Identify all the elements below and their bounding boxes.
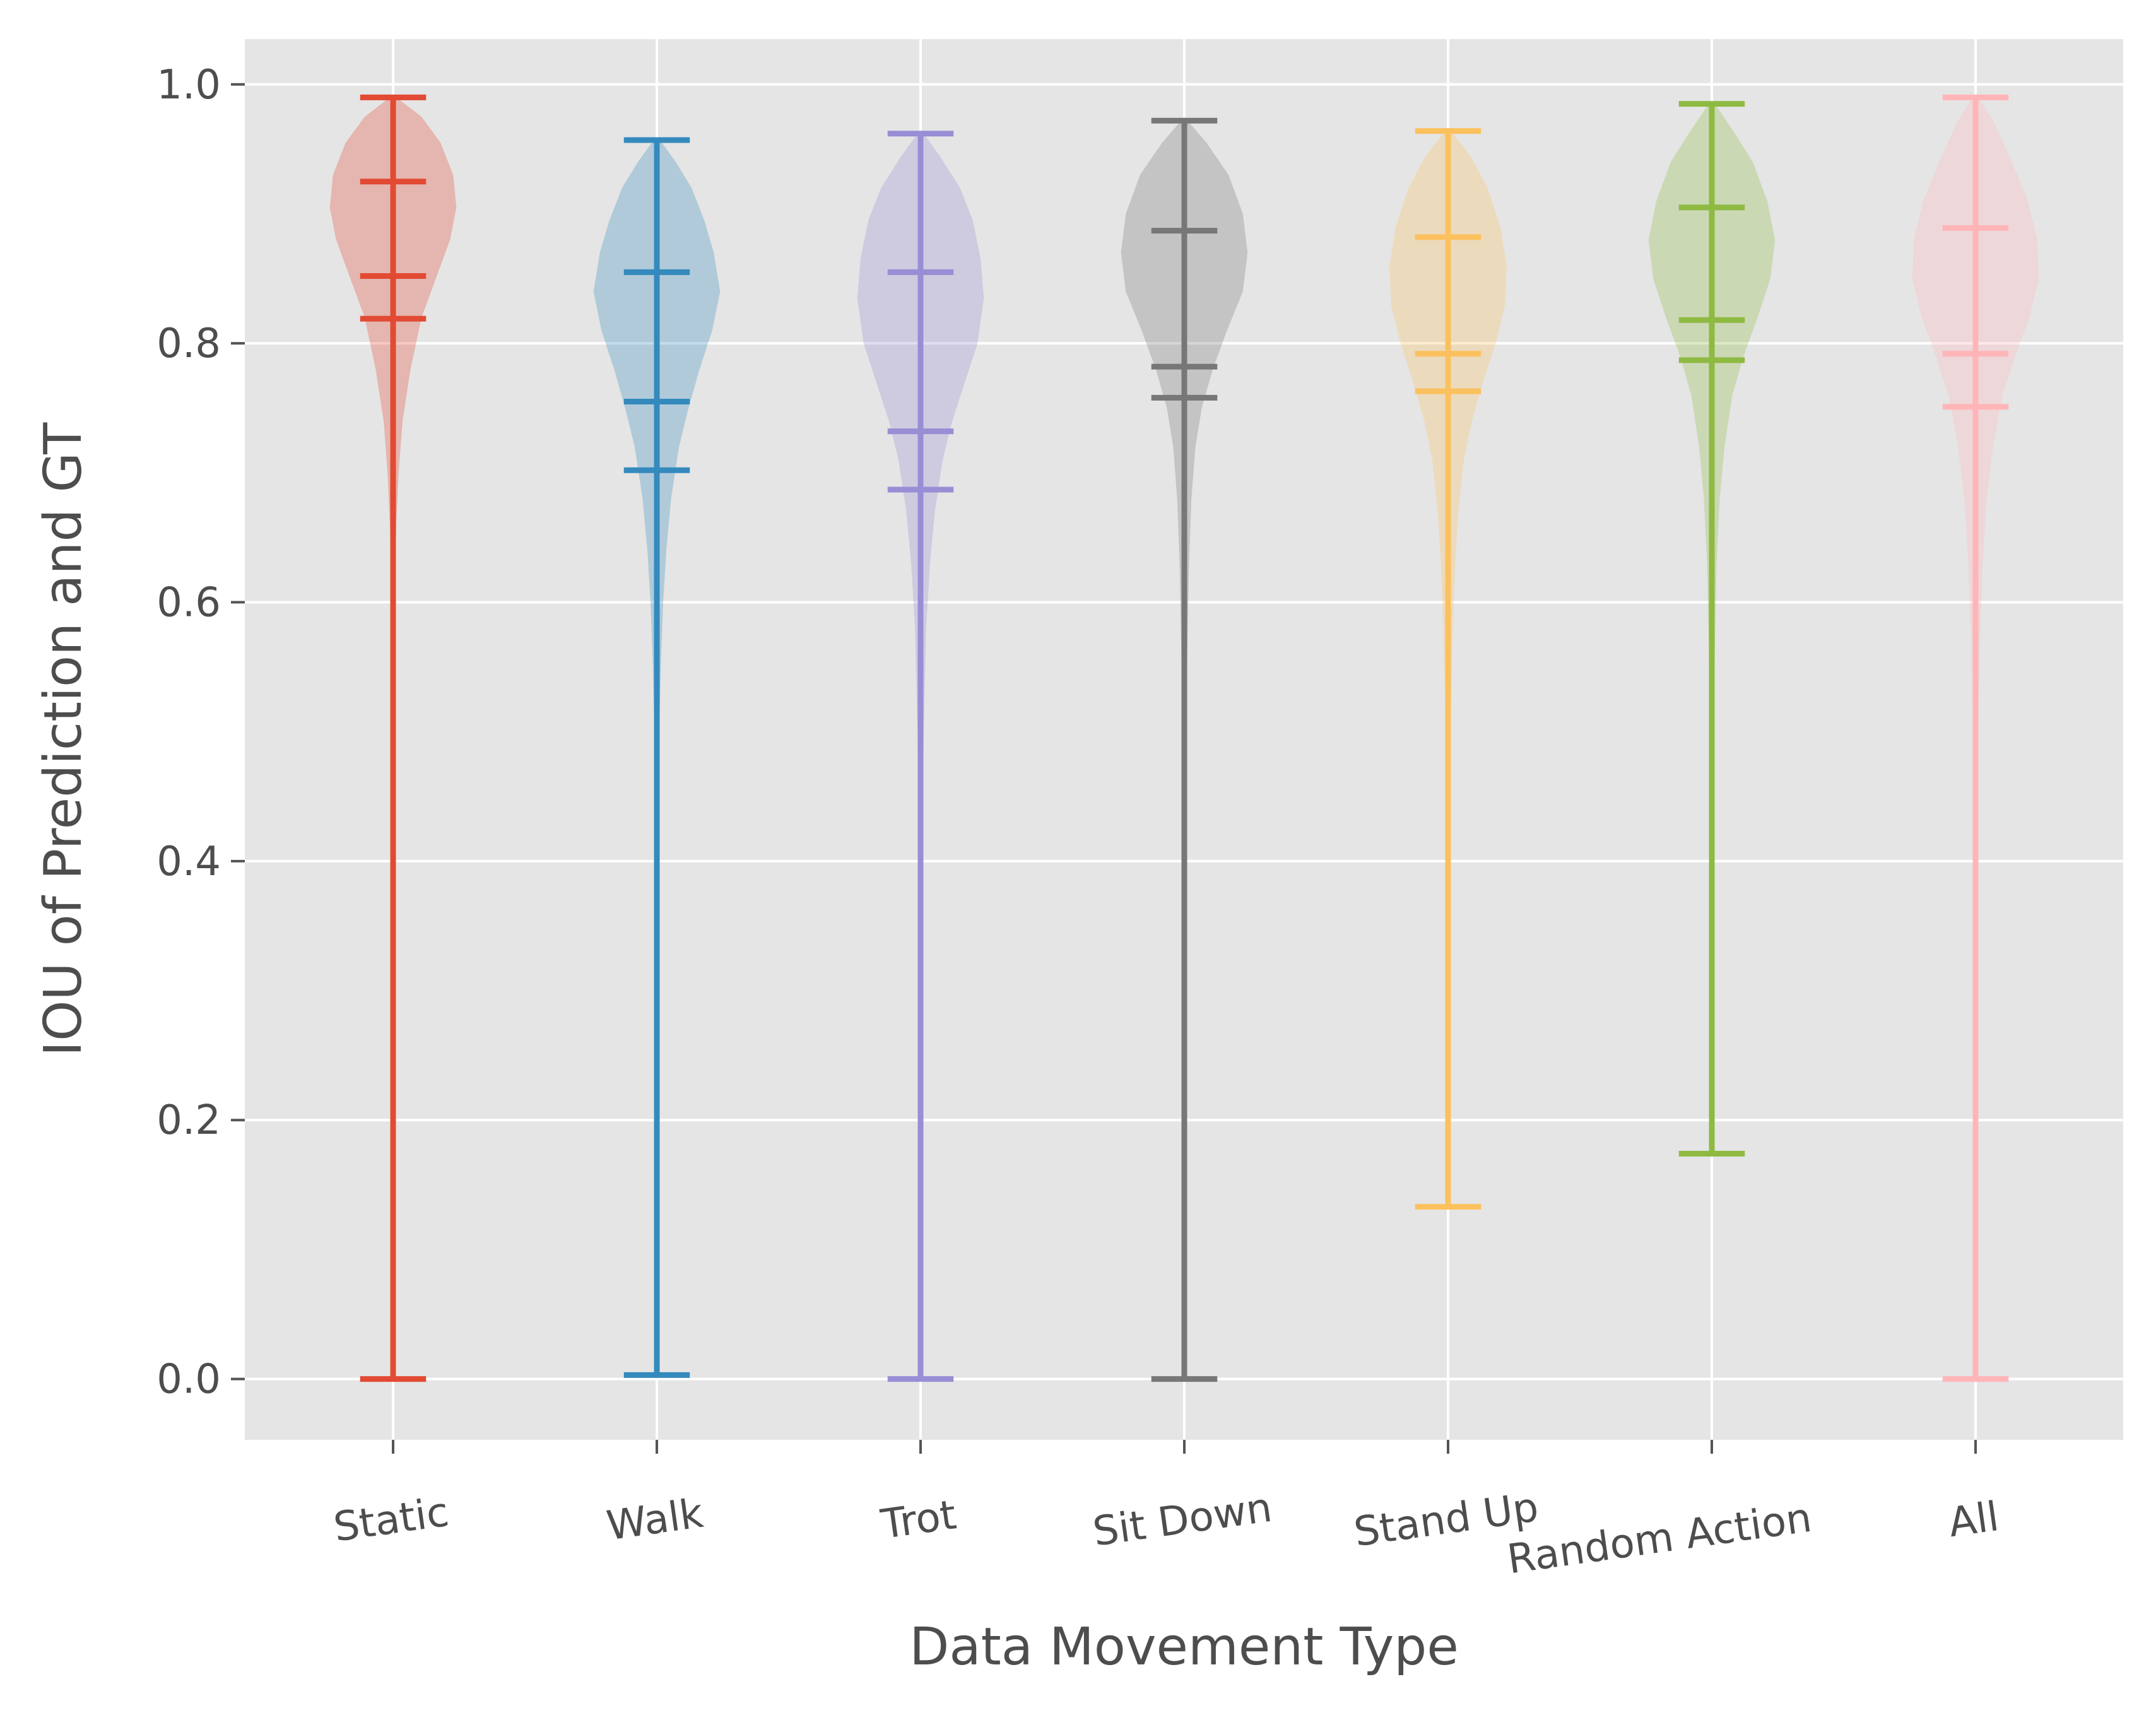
violin-2 bbox=[593, 137, 721, 1378]
y-tick-label: 0.4 bbox=[156, 839, 221, 885]
x-axis-title: Data Movement Type bbox=[909, 1617, 1459, 1677]
x-tick-label: Static bbox=[331, 1489, 452, 1551]
x-tick-label: All bbox=[1946, 1493, 2002, 1546]
violin-7 bbox=[1912, 94, 2039, 1382]
y-tick-label: 0.2 bbox=[156, 1097, 221, 1144]
y-axis-title: IOU of Prediction and GT bbox=[33, 422, 93, 1056]
x-tick-label: Trot bbox=[878, 1492, 959, 1548]
y-tick-label: 0.8 bbox=[156, 321, 221, 367]
violin-3 bbox=[857, 131, 984, 1382]
y-tick-label: 1.0 bbox=[156, 62, 221, 109]
y-tick-label: 0.0 bbox=[156, 1357, 221, 1403]
x-tick-label: Walk bbox=[604, 1490, 706, 1550]
y-tick-label: 0.6 bbox=[156, 580, 221, 627]
violin-1 bbox=[329, 94, 457, 1382]
violin-4 bbox=[1121, 117, 1248, 1382]
violin-6 bbox=[1648, 101, 1776, 1157]
violins bbox=[329, 94, 2039, 1382]
y-axis: 0.0 0.2 0.4 0.6 0.8 1.0 bbox=[156, 62, 245, 1403]
x-tick-label: Sit Down bbox=[1090, 1485, 1275, 1556]
x-tick-label: Random Action bbox=[1504, 1495, 1814, 1584]
violin-5 bbox=[1389, 128, 1507, 1210]
